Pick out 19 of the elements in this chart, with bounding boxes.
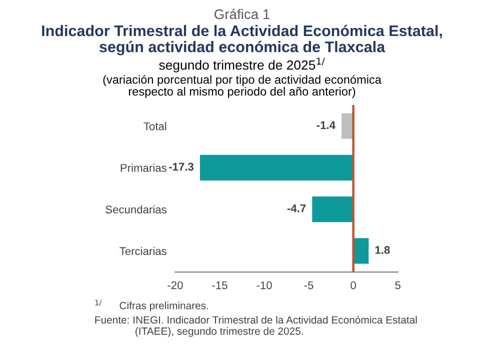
x-tick-label: 5: [395, 281, 400, 290]
text: $^{1/}$ Cifras preliminares.: [95, 300, 208, 312]
chart-subtitle: segundo trimestre de 2025$^{1/}$ (variación porcentual por tipo de actividad económica respecto al mismo periodo del año anterior): [103, 58, 382, 98]
x-tick-label: -20: [168, 281, 183, 290]
data-label: 1.8: [375, 246, 390, 254]
x-tick-label: 0: [350, 281, 356, 290]
x-tick-label: -5: [304, 281, 314, 290]
y-tick-label: Terciarias: [120, 246, 166, 256]
text: Gráfica 1: [214, 8, 270, 20]
source-note: Fuente: INEGI. Indicador Trimestral de la Actividad Económica Estatal (ITAEE), segundo trimestre de 2025.: [95, 316, 417, 337]
data-label: -4.7: [287, 204, 306, 212]
x-tick-label: -15: [212, 281, 228, 290]
y-tick-label: Primarias: [120, 164, 166, 172]
data-label: -17.3: [169, 162, 194, 171]
y-tick-label: Secundarias: [106, 205, 166, 214]
x-tick-label: -10: [256, 281, 272, 290]
chart-title: Indicador Trimestral de la Actividad Económica Estatal, según actividad económica de Tlaxcala: [42, 24, 442, 56]
data-label: -1.4: [316, 121, 336, 129]
y-tick-label: Total: [144, 122, 166, 130]
